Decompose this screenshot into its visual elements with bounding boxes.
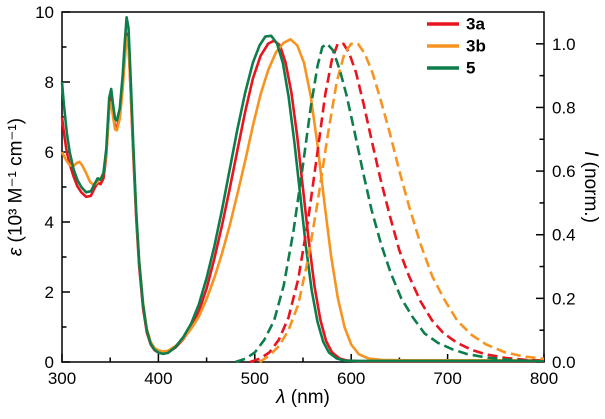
x-tick-label: 300 bbox=[48, 369, 76, 388]
legend-label-5: 5 bbox=[466, 59, 475, 78]
y-right-tick-label: 0.8 bbox=[552, 98, 576, 117]
y-left-axis-symbol: ε bbox=[5, 247, 27, 257]
y-left-tick-label: 4 bbox=[45, 213, 54, 232]
x-tick-label: 400 bbox=[144, 369, 172, 388]
y-right-tick-label: 1.0 bbox=[552, 35, 576, 54]
y-right-tick-label: 0.2 bbox=[552, 289, 576, 308]
x-tick-label: 600 bbox=[337, 369, 365, 388]
x-tick-label: 500 bbox=[241, 369, 269, 388]
series-3a-emission bbox=[249, 42, 545, 364]
series-5-absorption bbox=[60, 16, 544, 363]
y-right-axis-unit: (norm.) bbox=[580, 156, 601, 223]
y-left-tick-label: 0 bbox=[45, 353, 54, 372]
y-right-tick-label: 0.6 bbox=[552, 162, 576, 181]
y-left-tick-label: 8 bbox=[45, 73, 54, 92]
legend-label-3a: 3a bbox=[466, 15, 485, 34]
y-right-tick-label: 0.0 bbox=[552, 353, 576, 372]
series-5-emission bbox=[235, 42, 545, 364]
x-tick-label: 800 bbox=[530, 369, 558, 388]
x-axis-unit: (nm) bbox=[285, 387, 330, 408]
y-left-tick-label: 10 bbox=[35, 3, 54, 22]
x-tick-label: 700 bbox=[433, 369, 461, 388]
x-axis-title: λ (nm) bbox=[276, 387, 330, 409]
y-left-tick-label: 6 bbox=[45, 143, 54, 162]
y-left-axis-title: ε (10³ M⁻¹ cm⁻¹) bbox=[5, 118, 28, 256]
x-axis-symbol: λ bbox=[276, 387, 286, 408]
y-right-axis-title: I (norm.) bbox=[579, 151, 601, 223]
y-left-tick-label: 2 bbox=[45, 283, 54, 302]
series-3b-emission bbox=[258, 42, 545, 364]
legend-label-3b: 3b bbox=[466, 37, 486, 56]
y-right-tick-label: 0.4 bbox=[552, 226, 576, 245]
y-left-axis-unit: (10³ M⁻¹ cm⁻¹) bbox=[5, 117, 27, 248]
